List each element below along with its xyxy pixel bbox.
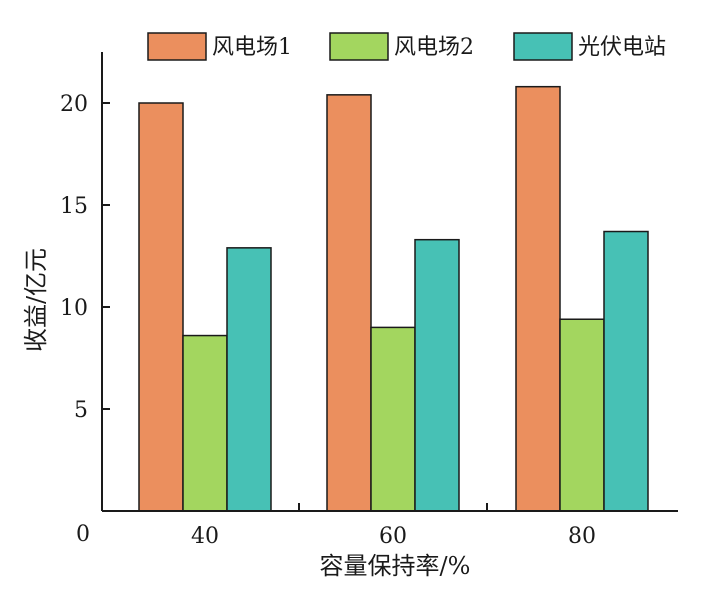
- legend-label-1: 风电场1: [212, 35, 292, 60]
- legend-label-3: 光伏电站: [578, 35, 666, 60]
- bar-3-80: [603, 230, 649, 512]
- legend-label-2: 风电场2: [394, 35, 474, 60]
- bar-2-60: [370, 326, 416, 512]
- y-axis-label: 收益/亿元: [22, 248, 50, 352]
- bar-2-40: [182, 334, 228, 512]
- y-ticks: 0 5 10 15 20: [60, 92, 110, 547]
- y-tick-label: 10: [60, 296, 88, 321]
- y-tick-label: 20: [60, 92, 88, 117]
- legend-swatch-1: [147, 32, 207, 61]
- bar-2-80: [559, 318, 605, 512]
- x-axis-label: 容量保持率/%: [320, 552, 471, 580]
- bar-1-40: [138, 102, 184, 512]
- x-tick-label: 60: [379, 524, 407, 549]
- bar-1-60: [326, 94, 372, 512]
- bar-1-80: [515, 85, 561, 512]
- y-tick-label: 15: [60, 194, 88, 219]
- x-ticks: 40 60 80: [191, 503, 596, 549]
- legend-swatch-2: [329, 32, 389, 61]
- legend-swatch-3: [513, 32, 573, 61]
- y-tick-label: 5: [74, 398, 88, 423]
- bar-3-60: [414, 238, 460, 512]
- bars: [138, 85, 649, 512]
- legend: 风电场1 风电场2 光伏电站: [147, 32, 666, 61]
- bar-3-40: [226, 247, 272, 512]
- x-tick-label: 80: [568, 524, 596, 549]
- x-tick-label: 40: [191, 524, 219, 549]
- y-tick-label: 0: [76, 522, 90, 547]
- axes: [101, 52, 678, 512]
